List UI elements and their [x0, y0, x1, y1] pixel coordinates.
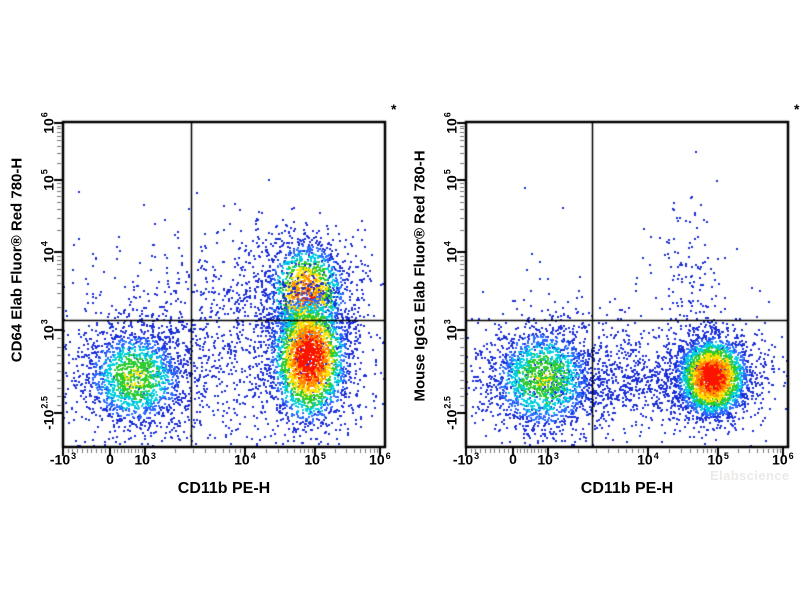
x-tick-label: 103 — [537, 451, 559, 468]
y-tick-label: 106 — [39, 112, 57, 134]
x-tick-label: 103 — [134, 451, 156, 468]
y-tick-label: 104 — [39, 241, 57, 263]
x-tick-label: 0 — [509, 451, 517, 467]
x-tick-label: 104 — [637, 451, 659, 468]
x-tick-label: 105 — [304, 451, 326, 468]
x-tick-label: -103 — [49, 451, 77, 468]
y-tick-label: -102.5 — [442, 396, 460, 430]
x-tick-label: 106 — [772, 451, 794, 468]
right-x-axis-title: CD11b PE-H — [580, 480, 674, 497]
right-density-plot-panel: Mouse IgG1 Elab Fluor® Red 780-H CD11b P… — [403, 0, 806, 604]
left-significance-asterisk: * — [391, 101, 397, 117]
y-tick-label: 106 — [442, 112, 460, 134]
right-significance-asterisk: * — [794, 101, 800, 117]
y-tick-label: 103 — [442, 319, 460, 341]
elabscience-watermark: Elabscience — [710, 468, 790, 483]
right-y-axis-title: Mouse IgG1 Elab Fluor® Red 780-H — [411, 150, 429, 402]
y-tick-label: 105 — [39, 169, 57, 191]
right-density-plot-canvas — [455, 119, 793, 458]
left-y-axis-title: CD64 Elab Fluor® Red 780-H — [8, 157, 26, 363]
x-tick-label: 0 — [106, 451, 114, 467]
y-tick-label: 105 — [442, 169, 460, 191]
y-tick-label: 103 — [39, 319, 57, 341]
left-density-plot-canvas — [52, 119, 390, 458]
left-density-plot-panel: CD64 Elab Fluor® Red 780-H CD11b PE-H * … — [8, 101, 397, 497]
y-tick-label: 104 — [442, 241, 460, 263]
x-tick-label: 106 — [369, 451, 391, 468]
x-tick-label: 105 — [707, 451, 729, 468]
x-tick-label: 104 — [234, 451, 256, 468]
y-tick-label: -102.5 — [39, 396, 57, 430]
left-x-axis-title: CD11b PE-H — [177, 480, 271, 497]
x-tick-label: -103 — [452, 451, 480, 468]
